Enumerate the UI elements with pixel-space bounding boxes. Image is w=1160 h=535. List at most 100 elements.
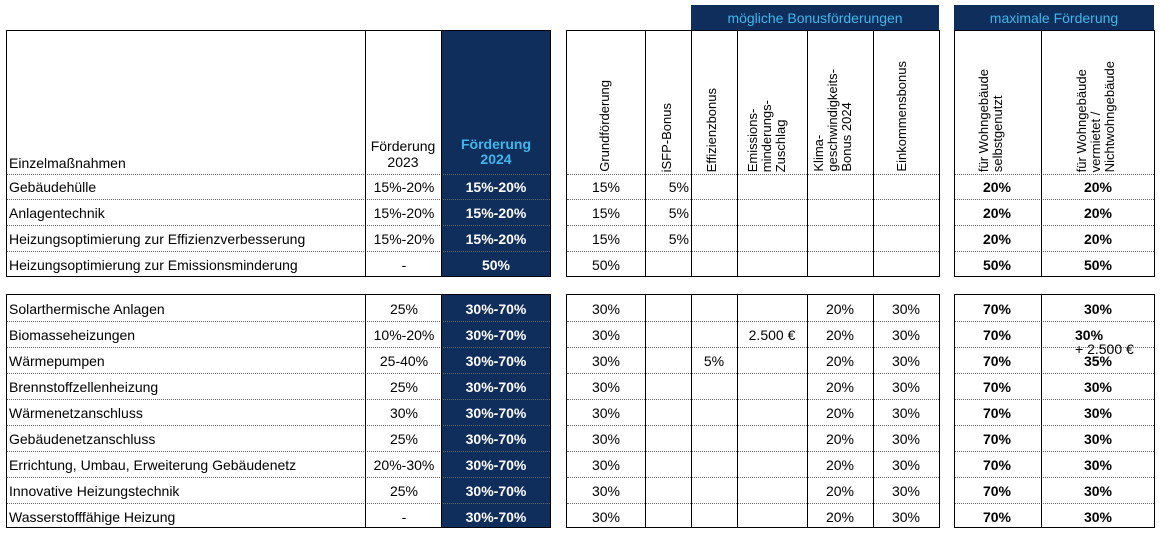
header-grund: Grundförderung <box>597 80 612 172</box>
measure-name: Errichtung, Umbau, Erweiterung Gebäudene… <box>9 457 297 473</box>
row-separator <box>7 199 550 200</box>
einkommen-value: 30% <box>891 327 921 343</box>
row-separator <box>955 321 1154 322</box>
selbst-value: 70% <box>982 457 1012 473</box>
einkommen-value: 30% <box>891 379 921 395</box>
grund-value: 30% <box>591 457 621 473</box>
row-separator <box>7 174 550 175</box>
vermietet-value: 30% <box>1083 483 1113 499</box>
measure-name: Biomasseheizungen <box>9 327 136 343</box>
klima-value: 20% <box>825 353 855 369</box>
f2024-value: 30%-70% <box>465 379 527 395</box>
grund-value: 30% <box>591 431 621 447</box>
f2024-column-bg <box>441 30 551 277</box>
selbst-value: 70% <box>982 353 1012 369</box>
selbst-value: 20% <box>982 205 1012 221</box>
left-box-1 <box>6 30 551 277</box>
effizienz-value: 5% <box>703 353 725 369</box>
grund-value: 15% <box>591 205 621 221</box>
f2023-value: 25% <box>389 483 419 499</box>
column-separator <box>645 295 646 527</box>
selbst-value: 20% <box>982 179 1012 195</box>
grund-value: 50% <box>591 257 621 273</box>
einkommen-value: 30% <box>891 301 921 317</box>
row-separator <box>567 321 939 322</box>
column-separator <box>691 31 692 276</box>
grund-value: 30% <box>591 405 621 421</box>
grund-value: 30% <box>591 353 621 369</box>
row-separator <box>7 451 550 452</box>
selbst-value: 20% <box>982 231 1012 247</box>
bonus-banner: mögliche Bonusförderungen <box>691 5 939 30</box>
measure-name: Solarthermische Anlagen <box>9 301 165 317</box>
measure-name: Wärmepumpen <box>9 353 105 369</box>
selbst-value: 50% <box>982 257 1012 273</box>
vermietet-value: 20% <box>1083 179 1113 195</box>
selbst-value: 70% <box>982 327 1012 343</box>
left-box-2 <box>6 294 551 528</box>
f2023-value: 15%-20% <box>373 179 435 195</box>
selbst-value: 70% <box>982 509 1012 525</box>
row-separator <box>955 347 1154 348</box>
column-separator <box>1041 295 1042 527</box>
vermietet-value: 30% <box>1083 431 1113 447</box>
einkommen-value: 30% <box>891 457 921 473</box>
vermietet-value: 50% <box>1083 257 1113 273</box>
header-measures: Einzelmaßnahmen <box>9 155 126 171</box>
measure-name: Innovative Heizungstechnik <box>9 483 180 499</box>
max-box-2 <box>954 294 1155 528</box>
column-separator <box>737 31 738 276</box>
klima-value: 20% <box>825 405 855 421</box>
f2024-value: 50% <box>481 257 511 273</box>
vermietet-extra: + 2.500 € <box>1075 341 1134 357</box>
row-separator <box>955 503 1154 504</box>
row-separator <box>567 399 939 400</box>
f2024-value: 30%-70% <box>465 327 527 343</box>
vermietet-value: 30% <box>1075 327 1104 343</box>
column-separator <box>1041 31 1042 276</box>
grund-value: 15% <box>591 231 621 247</box>
measure-name: Wasserstofffähige Heizung <box>9 509 176 525</box>
row-separator <box>955 174 1154 175</box>
measure-name: Heizungsoptimierung zur Effizienzverbess… <box>9 231 306 247</box>
row-separator <box>7 373 550 374</box>
vermietet-cell: 30% + 2.500 € <box>1075 328 1134 356</box>
selbst-value: 70% <box>982 431 1012 447</box>
row-separator <box>7 251 550 252</box>
column-separator <box>365 295 366 527</box>
isfp-value: 5% <box>668 205 689 221</box>
bonus-box-2 <box>566 294 940 528</box>
f2024-value: 15%-20% <box>465 179 527 195</box>
grund-value: 30% <box>591 379 621 395</box>
klima-value: 20% <box>825 431 855 447</box>
header-isfp: iSFP-Bonus <box>659 102 674 172</box>
f2023-value: - <box>401 257 407 273</box>
column-separator <box>645 31 646 276</box>
column-separator <box>807 295 808 527</box>
column-separator <box>441 31 442 276</box>
einkommen-value: 30% <box>891 483 921 499</box>
measure-name: Gebäudenetzanschluss <box>9 431 156 447</box>
selbst-value: 70% <box>982 301 1012 317</box>
vermietet-value: 30% <box>1083 509 1113 525</box>
grund-value: 30% <box>591 483 621 499</box>
header-effizienz: Effizienzbonus <box>704 87 719 172</box>
row-separator <box>955 451 1154 452</box>
vermietet-value: 35% <box>1083 353 1113 369</box>
f2023-value: 15%-20% <box>373 205 435 221</box>
row-separator <box>567 225 939 226</box>
grund-value: 30% <box>591 509 621 525</box>
f2024-value: 30%-70% <box>465 509 527 525</box>
header-klima: Klima- geschwindigkeits- Bonus 2024 <box>811 69 854 172</box>
klima-value: 20% <box>825 301 855 317</box>
f2024-value: 30%-70% <box>465 483 527 499</box>
f2024-column-bg-2 <box>441 294 551 528</box>
row-separator <box>567 451 939 452</box>
row-separator <box>567 425 939 426</box>
header-vermietet: für Wohngebäude vermietet / Nichtwohngeb… <box>1074 60 1117 172</box>
row-separator <box>7 503 550 504</box>
grund-value: 30% <box>591 301 621 317</box>
vermietet-value: 30% <box>1083 405 1113 421</box>
klima-value: 20% <box>825 483 855 499</box>
klima-value: 20% <box>825 327 855 343</box>
